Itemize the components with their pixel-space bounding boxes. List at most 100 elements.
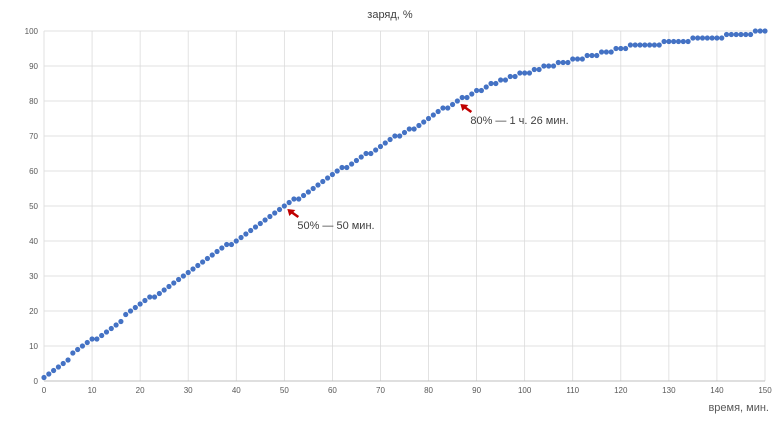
data-point: [502, 77, 509, 83]
data-point: [637, 42, 643, 48]
data-point: [132, 304, 138, 311]
data-point: [632, 42, 638, 48]
data-point: [536, 66, 542, 73]
annotation-label: 80% — 1 ч. 26 мин.: [470, 115, 568, 127]
y-tick-label: 0: [34, 377, 39, 386]
data-point: [445, 105, 451, 111]
data-point: [94, 336, 100, 342]
data-point: [589, 52, 595, 59]
data-point: [373, 147, 379, 153]
data-point: [435, 108, 441, 115]
axes: [43, 31, 765, 382]
data-point: [127, 308, 134, 314]
data-point: [522, 70, 528, 76]
data-point: [483, 84, 489, 90]
data-point: [180, 273, 186, 279]
data-point: [276, 206, 283, 213]
data-point: [209, 252, 215, 258]
data-point: [680, 38, 686, 45]
y-tick-label: 90: [29, 62, 38, 71]
chart-title: заряд, %: [367, 9, 413, 21]
data-point: [579, 56, 585, 62]
data-point: [353, 157, 360, 164]
annotation-arrow-head: [460, 104, 469, 111]
data-point: [291, 196, 297, 202]
data-series: [41, 28, 768, 381]
data-point: [603, 49, 609, 55]
x-tick-label: 140: [710, 386, 724, 395]
data-point: [656, 42, 662, 48]
x-tick-label: 110: [566, 386, 579, 395]
data-point: [728, 31, 734, 38]
x-tick-label: 100: [518, 386, 532, 395]
data-point: [723, 31, 730, 38]
data-point: [459, 94, 465, 101]
data-point: [570, 56, 576, 62]
data-point: [339, 164, 345, 171]
data-point: [233, 238, 239, 244]
x-axis-title: время, мин.: [708, 402, 769, 414]
data-point: [464, 94, 470, 101]
data-point: [397, 133, 403, 139]
data-point: [454, 98, 460, 104]
data-point: [219, 245, 225, 251]
data-point: [243, 231, 249, 237]
data-point: [147, 294, 153, 300]
x-tick-label: 80: [424, 386, 433, 395]
data-point: [349, 161, 355, 167]
data-point: [272, 210, 278, 216]
annotation-arrow-head: [287, 209, 296, 216]
data-point: [526, 70, 533, 76]
data-point: [675, 38, 682, 45]
data-point: [685, 38, 691, 45]
data-point: [363, 150, 369, 157]
data-point: [565, 59, 571, 66]
data-point: [598, 49, 605, 55]
data-point: [267, 213, 273, 220]
data-point: [440, 105, 446, 111]
data-point: [416, 122, 422, 129]
data-point: [214, 248, 220, 255]
data-point: [733, 31, 739, 38]
data-point: [252, 224, 259, 230]
data-point: [695, 35, 701, 41]
data-point: [310, 185, 316, 192]
data-point: [709, 35, 715, 41]
data-point: [401, 129, 408, 136]
data-point: [747, 31, 754, 38]
data-point: [550, 63, 557, 69]
data-point: [498, 77, 504, 83]
y-tick-label: 60: [29, 167, 38, 176]
data-point: [281, 203, 287, 209]
data-point: [574, 56, 581, 62]
data-point: [642, 42, 648, 48]
annotation-label: 50% — 50 мин.: [297, 220, 374, 232]
data-point: [190, 266, 196, 272]
data-point: [651, 42, 658, 48]
data-point: [46, 371, 52, 377]
data-point: [315, 182, 321, 188]
x-tick-label: 70: [376, 386, 385, 395]
data-point: [411, 126, 417, 132]
data-point: [541, 63, 547, 69]
data-point: [65, 357, 71, 363]
data-point: [594, 52, 600, 59]
y-tick-label: 70: [29, 132, 38, 141]
data-point: [161, 287, 167, 293]
data-point: [488, 80, 494, 87]
x-tick-label: 130: [662, 386, 676, 395]
data-point: [89, 336, 95, 342]
data-point: [228, 241, 235, 248]
data-point: [613, 45, 619, 52]
data-point: [108, 325, 114, 332]
data-point: [690, 35, 696, 41]
grid: [44, 30, 766, 381]
data-point: [142, 297, 148, 304]
data-point: [320, 178, 326, 185]
data-point: [627, 42, 634, 48]
x-tick-label: 0: [42, 386, 47, 395]
data-point: [560, 59, 566, 66]
x-tick-label: 150: [758, 386, 772, 395]
x-tick-label: 120: [614, 386, 628, 395]
